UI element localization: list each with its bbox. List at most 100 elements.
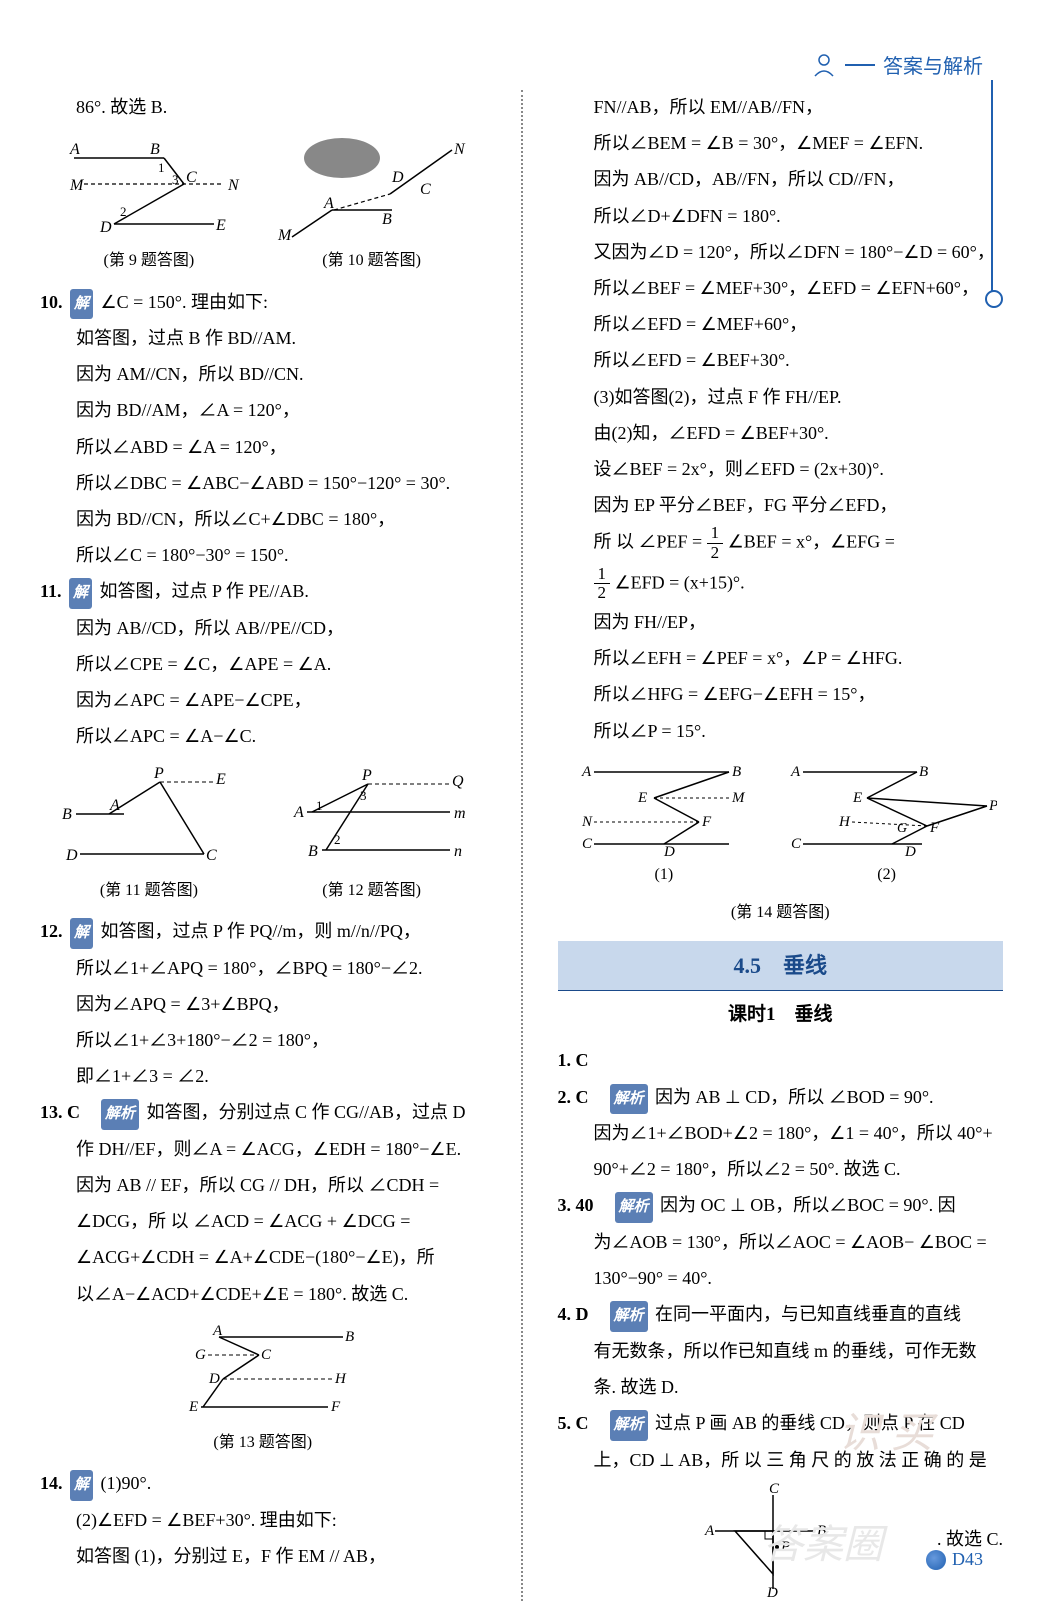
text-line: 因为 AB // EF，所以 CG // DH，所以 ∠CDH =	[40, 1168, 486, 1202]
q10-line: 10. 解 ∠C = 150°. 理由如下:	[40, 285, 486, 320]
figure-14-2-svg: A B E P H F G C D	[777, 756, 997, 856]
a1-num: 1. C	[558, 1050, 589, 1070]
svg-text:2: 2	[334, 832, 341, 847]
text-line: FN//AB，所以 EM//AB//FN，	[558, 90, 1004, 124]
text-line: 所以∠HFG = ∠EFG−∠EFH = 15°，	[558, 677, 1004, 711]
analysis-badge: 解析	[101, 1099, 139, 1130]
svg-text:N: N	[453, 141, 466, 158]
solve-badge: 解	[70, 289, 93, 320]
text-line: 90°+∠2 = 180°，所以∠2 = 50°. 故选 C.	[558, 1152, 1004, 1186]
person-icon	[811, 52, 837, 78]
text-line: 即∠1+∠3 = ∠2.	[40, 1059, 486, 1093]
figure-11-svg: P E A B D C	[54, 762, 244, 872]
text-line: 所以∠EFH = ∠PEF = x°，∠P = ∠HFG.	[558, 641, 1004, 675]
text-line: 所以∠D+∠DFN = 180°.	[558, 199, 1004, 233]
section-title: 4.5 垂线	[558, 941, 1004, 992]
text-line: (2)∠EFD = ∠BEF+30°. 理由如下:	[40, 1503, 486, 1537]
text-line: 所以∠EFD = ∠BEF+30°.	[558, 343, 1004, 377]
text-line: 在同一平面内，与已知直线垂直的直线	[655, 1304, 961, 1324]
text-line: 条. 故选 D.	[558, 1370, 1004, 1404]
page-number-text: D43	[952, 1549, 983, 1570]
text-line: (1)90°.	[101, 1473, 152, 1493]
left-column: 86°. 故选 B. A B 1 M N 3 C 2 D	[40, 90, 486, 1601]
text-line: 所以∠1+∠3+180°−∠2 = 180°，	[40, 1023, 486, 1057]
svg-text:A: A	[790, 764, 801, 780]
text-line: 因为 FH//EP，	[558, 605, 1004, 639]
q13-num: 13. C	[40, 1102, 80, 1122]
svg-text:N: N	[227, 177, 240, 194]
text-line: ∠ACG+∠CDH = ∠A+∠CDE−(180°−∠E)，所	[40, 1240, 486, 1274]
analysis-badge: 解析	[615, 1192, 653, 1223]
a5-num: 5. C	[558, 1413, 589, 1433]
solve-badge: 解	[70, 918, 93, 949]
a5-line: 5. C 解析 过点 P 画 AB 的垂线 CD，则点 P 在 CD	[558, 1406, 1004, 1441]
svg-text:B: B	[62, 806, 72, 823]
text-line: 因为∠1+∠BOD+∠2 = 180°，∠1 = 40°，所以 40°+	[558, 1116, 1004, 1150]
svg-text:D: D	[99, 219, 112, 236]
svg-text:C: C	[791, 836, 802, 852]
svg-text:M: M	[277, 227, 293, 242]
text-line: 86°. 故选 B.	[40, 90, 486, 124]
svg-text:2: 2	[120, 204, 127, 219]
svg-text:C: C	[582, 836, 593, 852]
svg-text:D: D	[904, 844, 916, 856]
solve-badge: 解	[70, 1470, 93, 1501]
text-line: 上，CD ⊥ AB，所 以 三 角 尺 的 放 法 正 确 的 是	[558, 1443, 1004, 1477]
text-line: ∠DCG，所 以 ∠ACD = ∠ACG + ∠DCG =	[40, 1204, 486, 1238]
a4-num: 4. D	[558, 1304, 589, 1324]
text-line: 因为 BD//CN，所以∠C+∠DBC = 180°，	[40, 502, 486, 536]
svg-text:C: C	[420, 181, 431, 198]
analysis-badge: 解析	[610, 1084, 648, 1115]
figure-10-svg: N C D A B M	[272, 132, 472, 242]
svg-text:A: A	[704, 1523, 715, 1539]
svg-text:B: B	[919, 764, 928, 780]
text-line: 所以∠ABD = ∠A = 120°，	[40, 430, 486, 464]
text-line: 所以∠1+∠APQ = 180°，∠BPQ = 180°−∠2.	[40, 951, 486, 985]
page-number: D43	[926, 1549, 983, 1570]
a2-num: 2. C	[558, 1087, 589, 1107]
figure-10-caption: (第 10 题答图)	[272, 246, 472, 276]
svg-text:F: F	[330, 1399, 341, 1415]
svg-text:E: E	[215, 771, 226, 788]
svg-text:B: B	[817, 1523, 826, 1539]
svg-text:E: E	[637, 790, 647, 806]
analysis-badge: 解析	[610, 1301, 648, 1332]
text-line: 有无数条，所以作已知直线 m 的垂线，可作无数	[558, 1334, 1004, 1368]
svg-text:Q: Q	[452, 773, 464, 790]
figure-13-svg: A B G C D H E F	[153, 1319, 373, 1424]
svg-text:A: A	[109, 797, 120, 814]
figure-14-2: A B E P H F G C D	[777, 756, 997, 890]
analysis-badge: 解析	[610, 1410, 648, 1441]
text-line: 如答图，分别过点 C 作 CG//AB，过点 D	[147, 1102, 466, 1122]
text-line: 又因为∠D = 120°，所以∠DFN = 180°−∠D = 60°，	[558, 235, 1004, 269]
a4-line: 4. D 解析 在同一平面内，与已知直线垂直的直线	[558, 1297, 1004, 1332]
svg-text:D: D	[663, 844, 675, 856]
text-line: 如答图，过点 P 作 PE//AB.	[100, 581, 309, 601]
fraction: 12	[707, 524, 724, 562]
svg-text:D: D	[391, 169, 404, 186]
q14-line: 14. 解 (1)90°.	[40, 1466, 486, 1501]
svg-text:B: B	[732, 764, 741, 780]
q12-num: 12.	[40, 921, 63, 941]
figure-14-1-caption: (1)	[564, 860, 764, 890]
text-line: 由(2)知，∠EFD = ∠BEF+30°.	[558, 416, 1004, 450]
text-line: 所以∠CPE = ∠C，∠APE = ∠A.	[40, 647, 486, 681]
text-line: 设∠BEF = 2x°，则∠EFD = (2x+30)°.	[558, 452, 1004, 486]
svg-text:1: 1	[158, 160, 165, 175]
svg-text:D: D	[65, 847, 78, 864]
svg-text:M: M	[69, 177, 85, 194]
text-line: 所以∠BEM = ∠B = 30°，∠MEF = ∠EFN.	[558, 126, 1004, 160]
figure-9-svg: A B 1 M N 3 C 2 D E	[54, 132, 244, 242]
right-column: FN//AB，所以 EM//AB//FN， 所以∠BEM = ∠B = 30°，…	[558, 90, 1004, 1601]
figure-11: P E A B D C (第 11 题答图)	[54, 762, 244, 906]
svg-text:C: C	[769, 1481, 780, 1497]
svg-text:C: C	[261, 1347, 272, 1363]
svg-text:A: A	[293, 804, 304, 821]
svg-text:P: P	[153, 765, 164, 782]
svg-text:A: A	[69, 141, 80, 158]
figure-11-caption: (第 11 题答图)	[54, 876, 244, 906]
svg-text:H: H	[334, 1371, 347, 1387]
text-line: 所以∠EFD = ∠MEF+60°，	[558, 307, 1004, 341]
figure-13: A B G C D H E F (第 13 题答图)	[153, 1319, 373, 1458]
svg-text:P: P	[988, 798, 997, 814]
